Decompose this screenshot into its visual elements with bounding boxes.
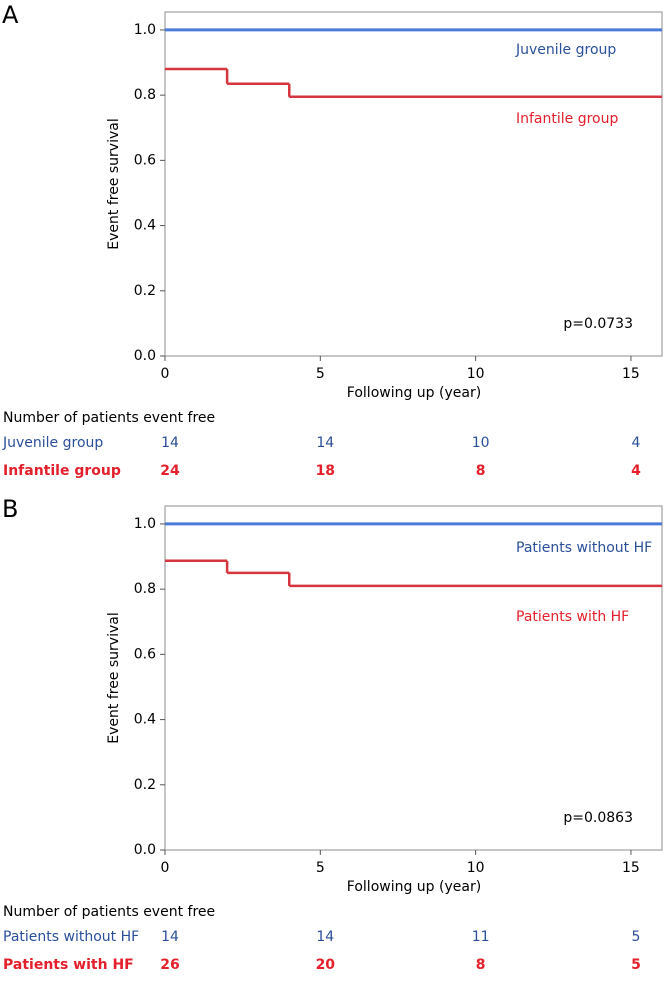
plot-frame [164,11,663,357]
x-tick-label: 10 [467,366,485,382]
x-tick-label: 10 [467,860,485,876]
risk-count: 24 [160,463,180,479]
risk-row-name: Patients without HF [3,929,139,945]
x-tick-label: 15 [622,860,640,876]
y-axis-label: Event free survival [106,612,122,743]
risk-table-title: Number of patients event free [3,904,215,920]
y-tick-label: 0.8 [134,87,156,103]
risk-count: 8 [476,463,486,479]
y-tick-label: 0.4 [134,712,156,728]
risk-count: 5 [631,929,640,945]
panel-label: A [2,1,19,29]
y-tick-label: 0.2 [134,777,156,793]
y-tick-label: 0.0 [134,348,156,364]
panel-label: B [2,495,18,523]
risk-count: 20 [316,957,336,973]
risk-count: 18 [316,463,335,479]
risk-count: 14 [316,435,334,451]
risk-count: 14 [161,929,179,945]
y-tick-label: 0.2 [134,283,156,299]
y-tick-label: 0.0 [134,842,156,858]
risk-count: 11 [472,929,490,945]
panel: B 0.0 0.2 0.4 0.6 0.8 1.0 0 5 10 15 Following up (y… [2,495,663,973]
plot-frame [164,505,663,851]
x-tick-label: 0 [161,860,170,876]
x-tick-label: 0 [161,366,170,382]
risk-count: 26 [160,957,179,973]
risk-count: 10 [472,435,490,451]
risk-count: 14 [161,435,179,451]
risk-count: 5 [631,957,641,973]
x-tick-label: 15 [622,366,640,382]
risk-row-name: Infantile group [3,463,121,479]
legend-label: Patients without HF [516,540,652,556]
y-tick-label: 1.0 [134,22,156,38]
legend-label: Juvenile group [515,42,616,58]
y-tick-label: 0.4 [134,218,156,234]
x-tick-label: 5 [316,860,325,876]
y-tick-label: 0.6 [134,152,156,168]
p-value: p=0.0733 [563,316,633,332]
y-tick-label: 1.0 [134,516,156,532]
y-tick-label: 0.8 [134,581,156,597]
y-axis-label: Event free survival [106,118,122,249]
x-axis-label: Following up (year) [347,879,481,895]
risk-table-title: Number of patients event free [3,410,215,426]
y-tick-label: 0.6 [134,646,156,662]
risk-count: 8 [476,957,486,973]
legend-label: Infantile group [516,111,618,127]
risk-count: 4 [631,463,641,479]
risk-count: 4 [631,435,640,451]
p-value: p=0.0863 [563,810,633,826]
risk-row-name: Juvenile group [2,435,103,451]
risk-count: 14 [316,929,334,945]
risk-row-name: Patients with HF [3,957,134,973]
x-tick-label: 5 [316,366,325,382]
panel: A 0.0 0.2 0.4 0.6 0.8 1.0 0 5 10 15 Following up (y… [2,1,663,479]
legend-label: Patients with HF [516,609,629,625]
x-axis-label: Following up (year) [347,385,481,401]
